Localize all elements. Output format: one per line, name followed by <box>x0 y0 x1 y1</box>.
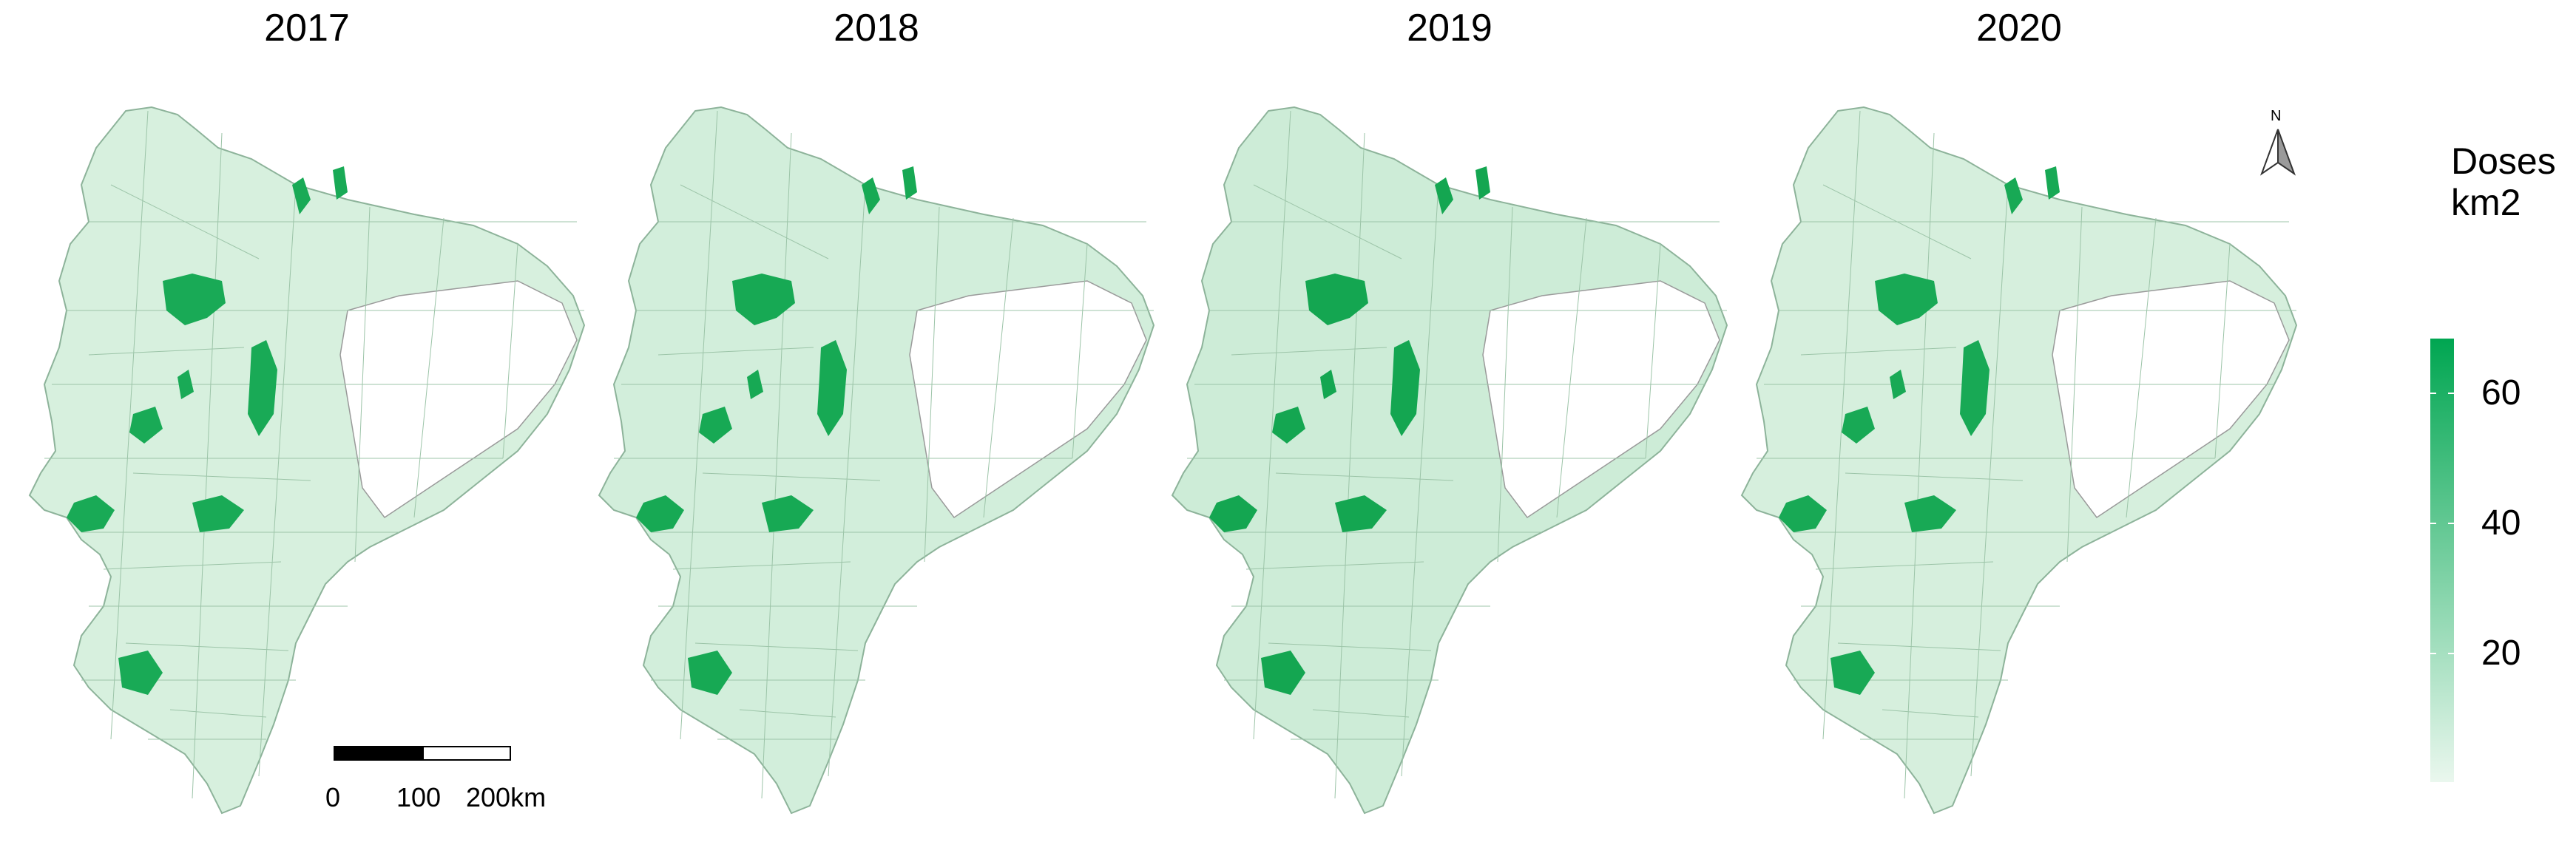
legend-title: Doses km2 <box>2451 140 2556 223</box>
north-arrow-icon <box>2259 129 2296 176</box>
map-panel-2018 <box>598 106 1155 814</box>
panel-title-2018: 2018 <box>834 7 919 50</box>
panel-title-2017: 2017 <box>264 7 350 50</box>
legend-title-line1: Doses <box>2451 140 2556 182</box>
panel-title-2020: 2020 <box>1976 7 2062 50</box>
scale-label-0: 0 <box>325 782 341 812</box>
scale-bar <box>334 746 511 761</box>
scale-label-100: 100 <box>396 782 442 812</box>
map-panel-2020 <box>1741 106 2297 814</box>
map-panel-2017 <box>29 106 585 814</box>
map-panel-2019 <box>1172 106 1728 814</box>
legend-tick-60: 60 <box>2481 373 2521 412</box>
scale-label-200: 200km <box>466 782 547 812</box>
legend-title-line2: km2 <box>2451 182 2521 223</box>
legend-colorbar <box>2430 339 2454 782</box>
panel-title-2019: 2019 <box>1407 7 1492 50</box>
legend-tick-40: 40 <box>2481 503 2521 543</box>
legend-tick-20: 20 <box>2481 634 2521 673</box>
north-label: N <box>2271 108 2282 124</box>
